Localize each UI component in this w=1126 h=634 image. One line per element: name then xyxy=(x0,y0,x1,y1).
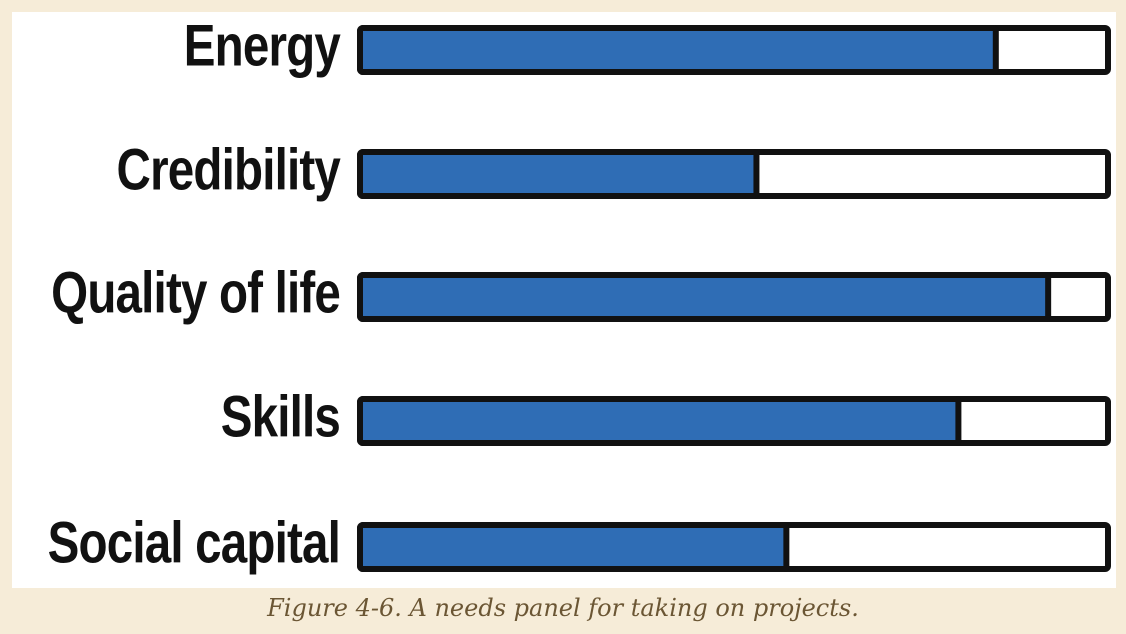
caption: Figure 4-6. A needs panel for taking on … xyxy=(266,594,859,622)
bar xyxy=(357,25,999,75)
category-label: Quality of life xyxy=(51,261,340,326)
bar xyxy=(357,149,760,199)
bar xyxy=(357,272,1052,322)
bar xyxy=(357,522,790,572)
category-label: Skills xyxy=(221,385,340,450)
bar xyxy=(357,396,962,446)
category-label: Social capital xyxy=(48,511,340,576)
category-label: Energy xyxy=(184,14,342,79)
category-label: Credibility xyxy=(117,138,342,203)
